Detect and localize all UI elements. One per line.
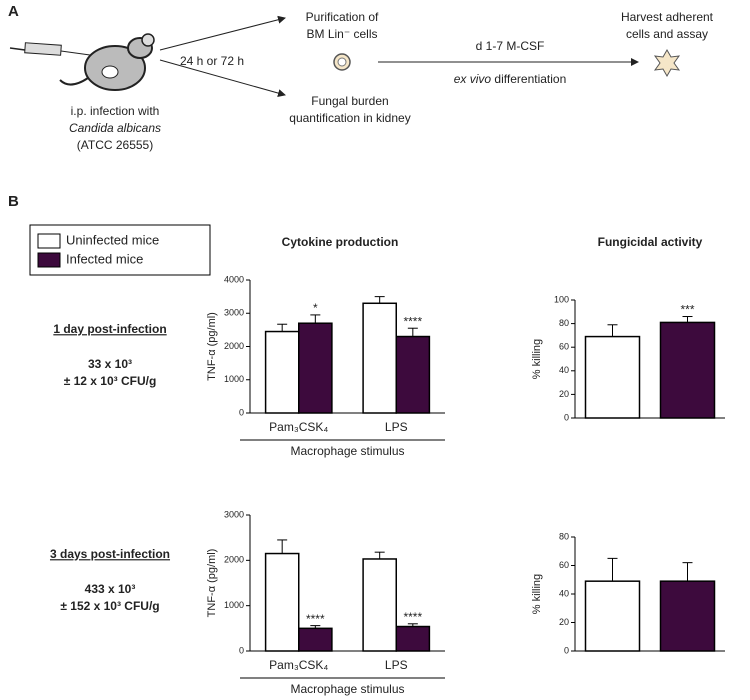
legend-label: Uninfected mice: [66, 232, 159, 247]
harvest-text: Harvest adherent: [621, 10, 714, 24]
bar: [395, 625, 431, 652]
x-axis-label: Macrophage stimulus: [290, 682, 404, 696]
bar: [584, 580, 641, 652]
significance: *: [313, 301, 318, 315]
italic-text: ex vivo: [454, 72, 492, 86]
y-tick-label: 1000: [224, 374, 244, 384]
y-tick-label: 0: [239, 407, 244, 417]
panel-label: B: [8, 193, 19, 210]
bar: [362, 302, 398, 414]
significance: ***: [680, 303, 694, 317]
burden-text: quantification in kidney: [289, 111, 410, 125]
y-tick-label: 0: [564, 645, 569, 655]
infection-text: (ATCC 26555): [77, 138, 153, 152]
infection-text: i.p. infection with: [71, 104, 160, 118]
bar: [264, 330, 300, 414]
y-tick-label: 40: [559, 588, 569, 598]
legend-swatch: [37, 233, 61, 249]
y-tick-label: 100: [554, 294, 569, 304]
row-title: 3 days post-infection: [50, 547, 170, 561]
significance: ****: [306, 612, 325, 626]
harvest-text: cells and assay: [626, 27, 708, 41]
burden-value: ± 152 x 10³ CFU/g: [60, 599, 159, 613]
x-tick-label: Pam₃CSK₄: [269, 658, 328, 672]
macrophage-icon: [653, 48, 681, 78]
culture-text: d 1-7 M-CSF: [476, 39, 545, 53]
y-axis-label: % killing: [531, 574, 543, 614]
burden-text: Fungal burden: [311, 94, 388, 108]
burden-value: ± 12 x 10³ CFU/g: [64, 374, 157, 388]
mouse-icon: [9, 33, 155, 91]
bar: [584, 335, 641, 419]
bar: [362, 558, 398, 652]
bar: [298, 627, 333, 652]
row-title: 1 day post-infection: [53, 322, 166, 336]
bar: [264, 552, 300, 652]
purification-text: Purification of: [306, 10, 379, 24]
arrow: [159, 15, 286, 51]
x-tick-label: LPS: [385, 658, 408, 672]
y-axis-label: TNF-α (pg/ml): [206, 549, 218, 618]
y-tick-label: 2000: [224, 555, 244, 565]
chart-title: Cytokine production: [282, 235, 399, 249]
burden-value: 33 x 10³: [88, 357, 132, 371]
text: differentiation: [491, 72, 566, 86]
x-tick-label: LPS: [385, 420, 408, 434]
y-tick-label: 0: [564, 412, 569, 422]
panel-label: A: [8, 3, 19, 20]
bar: [659, 321, 716, 419]
bar: [298, 322, 333, 414]
y-axis-label: % killing: [531, 339, 543, 379]
chart-title: Fungicidal activity: [598, 235, 703, 249]
y-axis-label: TNF-α (pg/ml): [206, 312, 218, 381]
y-tick-label: 60: [559, 560, 569, 570]
cell-icon: [333, 53, 351, 71]
significance: ****: [403, 610, 422, 624]
legend-label: Infected mice: [66, 251, 143, 266]
legend-swatch: [37, 252, 61, 268]
y-tick-label: 80: [559, 318, 569, 328]
arrow: [159, 59, 286, 97]
x-axis-label: Macrophage stimulus: [290, 444, 404, 458]
differentiation-text: ex vivo differentiation: [454, 72, 567, 86]
y-tick-label: 2000: [224, 341, 244, 351]
timing-text: 24 h or 72 h: [180, 54, 244, 68]
y-tick-label: 4000: [224, 274, 244, 284]
y-tick-label: 0: [239, 645, 244, 655]
y-tick-label: 3000: [224, 308, 244, 318]
burden-value: 433 x 10³: [85, 582, 136, 596]
y-tick-label: 3000: [224, 509, 244, 519]
purification-text: BM Lin⁻ cells: [306, 27, 377, 41]
y-tick-label: 20: [559, 617, 569, 627]
y-tick-label: 1000: [224, 600, 244, 610]
y-tick-label: 60: [559, 342, 569, 352]
bar: [395, 335, 431, 414]
significance: ****: [403, 314, 422, 328]
infection-text: Candida albicans: [69, 121, 161, 135]
y-tick-label: 40: [559, 365, 569, 375]
x-tick-label: Pam₃CSK₄: [269, 420, 328, 434]
y-tick-label: 80: [559, 531, 569, 541]
y-tick-label: 20: [559, 389, 569, 399]
bar: [659, 580, 716, 652]
